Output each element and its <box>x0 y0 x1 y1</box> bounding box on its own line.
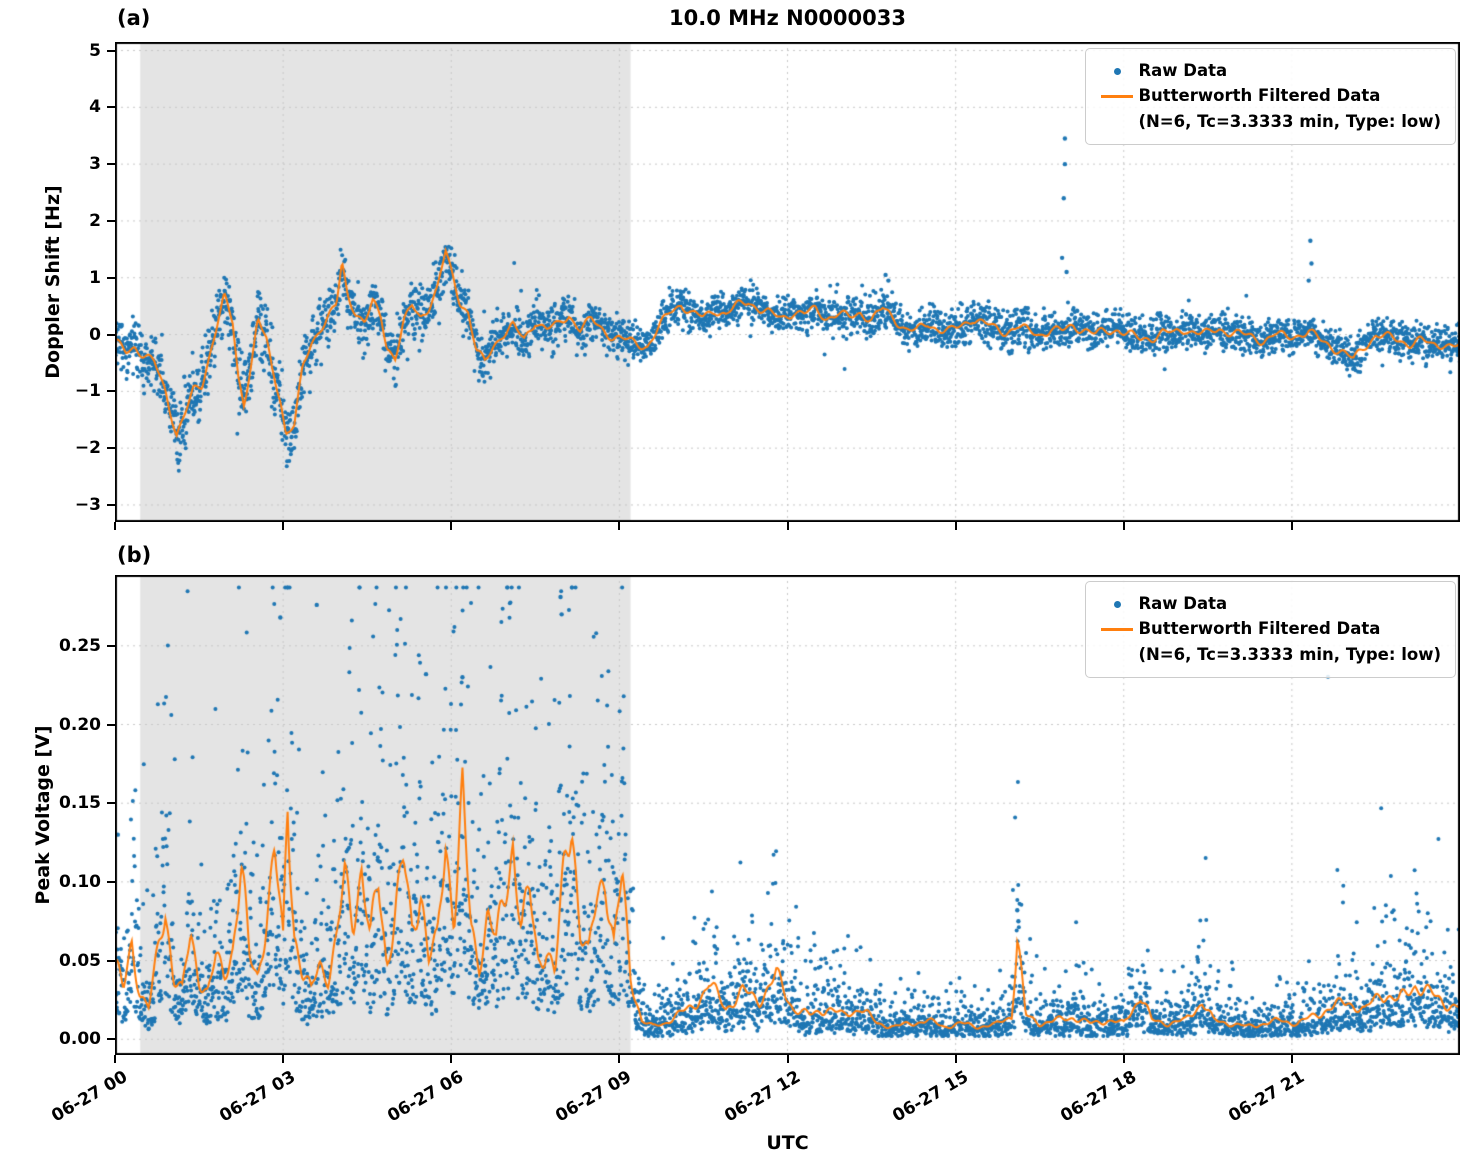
y-tick-mark <box>107 959 115 962</box>
blue-dot-icon <box>1113 600 1121 608</box>
y-tick-mark <box>107 802 115 805</box>
y-tick-mark <box>107 163 115 166</box>
x-tick-mark <box>954 522 957 530</box>
y-tick-mark <box>107 723 115 726</box>
x-tick-mark <box>1290 522 1293 530</box>
x-tick-mark <box>114 1055 116 1063</box>
x-tick-label: 06-27 03 <box>216 1067 300 1127</box>
y-tick-label: 0.25 <box>59 635 101 656</box>
y-tick-mark <box>107 503 115 506</box>
y-tick-label: 0.05 <box>59 950 101 971</box>
x-tick-label: 06-27 00 <box>48 1067 131 1127</box>
panel-b-label: (b) <box>117 543 152 567</box>
y-tick-mark <box>107 333 115 336</box>
legend-filtered-sublabel: (N=6, Tc=3.3333 min, Type: low) <box>1138 111 1441 131</box>
x-axis-label: UTC <box>766 1132 809 1154</box>
y-tick-label: −1 <box>74 381 101 402</box>
x-tick-mark <box>450 522 453 530</box>
x-tick-label: 06-27 12 <box>720 1067 804 1127</box>
x-tick-mark <box>786 522 789 530</box>
x-tick-mark <box>618 522 621 530</box>
y-tick-mark <box>107 390 115 393</box>
legend-filtered-sublabel: (N=6, Tc=3.3333 min, Type: low) <box>1138 644 1441 664</box>
orange-line-icon <box>1101 94 1134 98</box>
x-tick-label: 06-27 15 <box>888 1067 972 1127</box>
x-tick-mark <box>450 1055 453 1063</box>
y-tick-label: 0 <box>89 324 101 345</box>
legend-panel-b: Raw Data Butterworth Filtered Data (N=6,… <box>1085 581 1456 678</box>
y-tick-mark <box>107 644 115 647</box>
legend-raw-label: Raw Data <box>1138 61 1228 80</box>
y-tick-label: −3 <box>74 494 101 515</box>
y-tick-label: 5 <box>89 40 101 61</box>
blue-dot-icon <box>1113 67 1121 75</box>
y-tick-label: 0.15 <box>59 793 101 814</box>
chart-title: 10.0 MHz N0000033 <box>669 6 906 30</box>
x-tick-mark <box>282 522 285 530</box>
y-tick-mark <box>107 219 115 222</box>
y-tick-label: 2 <box>89 210 101 231</box>
y-axis-label-voltage: Peak Voltage [V] <box>32 725 54 905</box>
filtered-line-marker-icon <box>1096 627 1138 631</box>
y-tick-label: 1 <box>89 267 101 288</box>
x-tick-mark <box>282 1055 285 1063</box>
x-tick-mark <box>114 522 116 530</box>
y-tick-mark <box>107 106 115 109</box>
x-tick-mark <box>1122 522 1125 530</box>
legend-filtered-label: Butterworth Filtered Data <box>1138 86 1381 106</box>
y-tick-label: 0.00 <box>59 1029 101 1050</box>
y-tick-label: −2 <box>74 438 101 459</box>
y-tick-label: 0.10 <box>59 871 101 892</box>
x-tick-mark <box>954 1055 957 1063</box>
y-tick-label: 0.20 <box>59 714 101 735</box>
x-tick-label: 06-27 09 <box>552 1067 636 1127</box>
orange-line-icon <box>1101 627 1134 631</box>
x-tick-mark <box>618 1055 621 1063</box>
x-tick-label: 06-27 18 <box>1056 1067 1140 1127</box>
x-tick-mark <box>1122 1055 1125 1063</box>
legend-panel-a: Raw Data Butterworth Filtered Data (N=6,… <box>1085 48 1456 145</box>
x-tick-label: 06-27 06 <box>384 1067 468 1127</box>
y-tick-mark <box>107 880 115 883</box>
legend-raw-label: Raw Data <box>1138 594 1228 613</box>
y-tick-label: 4 <box>89 97 101 118</box>
y-tick-mark <box>107 276 115 279</box>
y-tick-mark <box>107 447 115 450</box>
y-tick-mark <box>107 49 115 52</box>
filtered-line-marker-icon <box>1096 94 1138 98</box>
raw-data-marker-icon <box>1096 67 1138 75</box>
x-tick-label: 06-27 21 <box>1225 1067 1308 1127</box>
x-tick-mark <box>786 1055 789 1063</box>
raw-data-marker-icon <box>1096 600 1138 608</box>
panel-a-label: (a) <box>117 6 151 30</box>
y-tick-label: 3 <box>89 154 101 175</box>
x-tick-mark <box>1290 1055 1293 1063</box>
y-tick-mark <box>107 1038 115 1041</box>
legend-filtered-label: Butterworth Filtered Data <box>1138 619 1381 639</box>
